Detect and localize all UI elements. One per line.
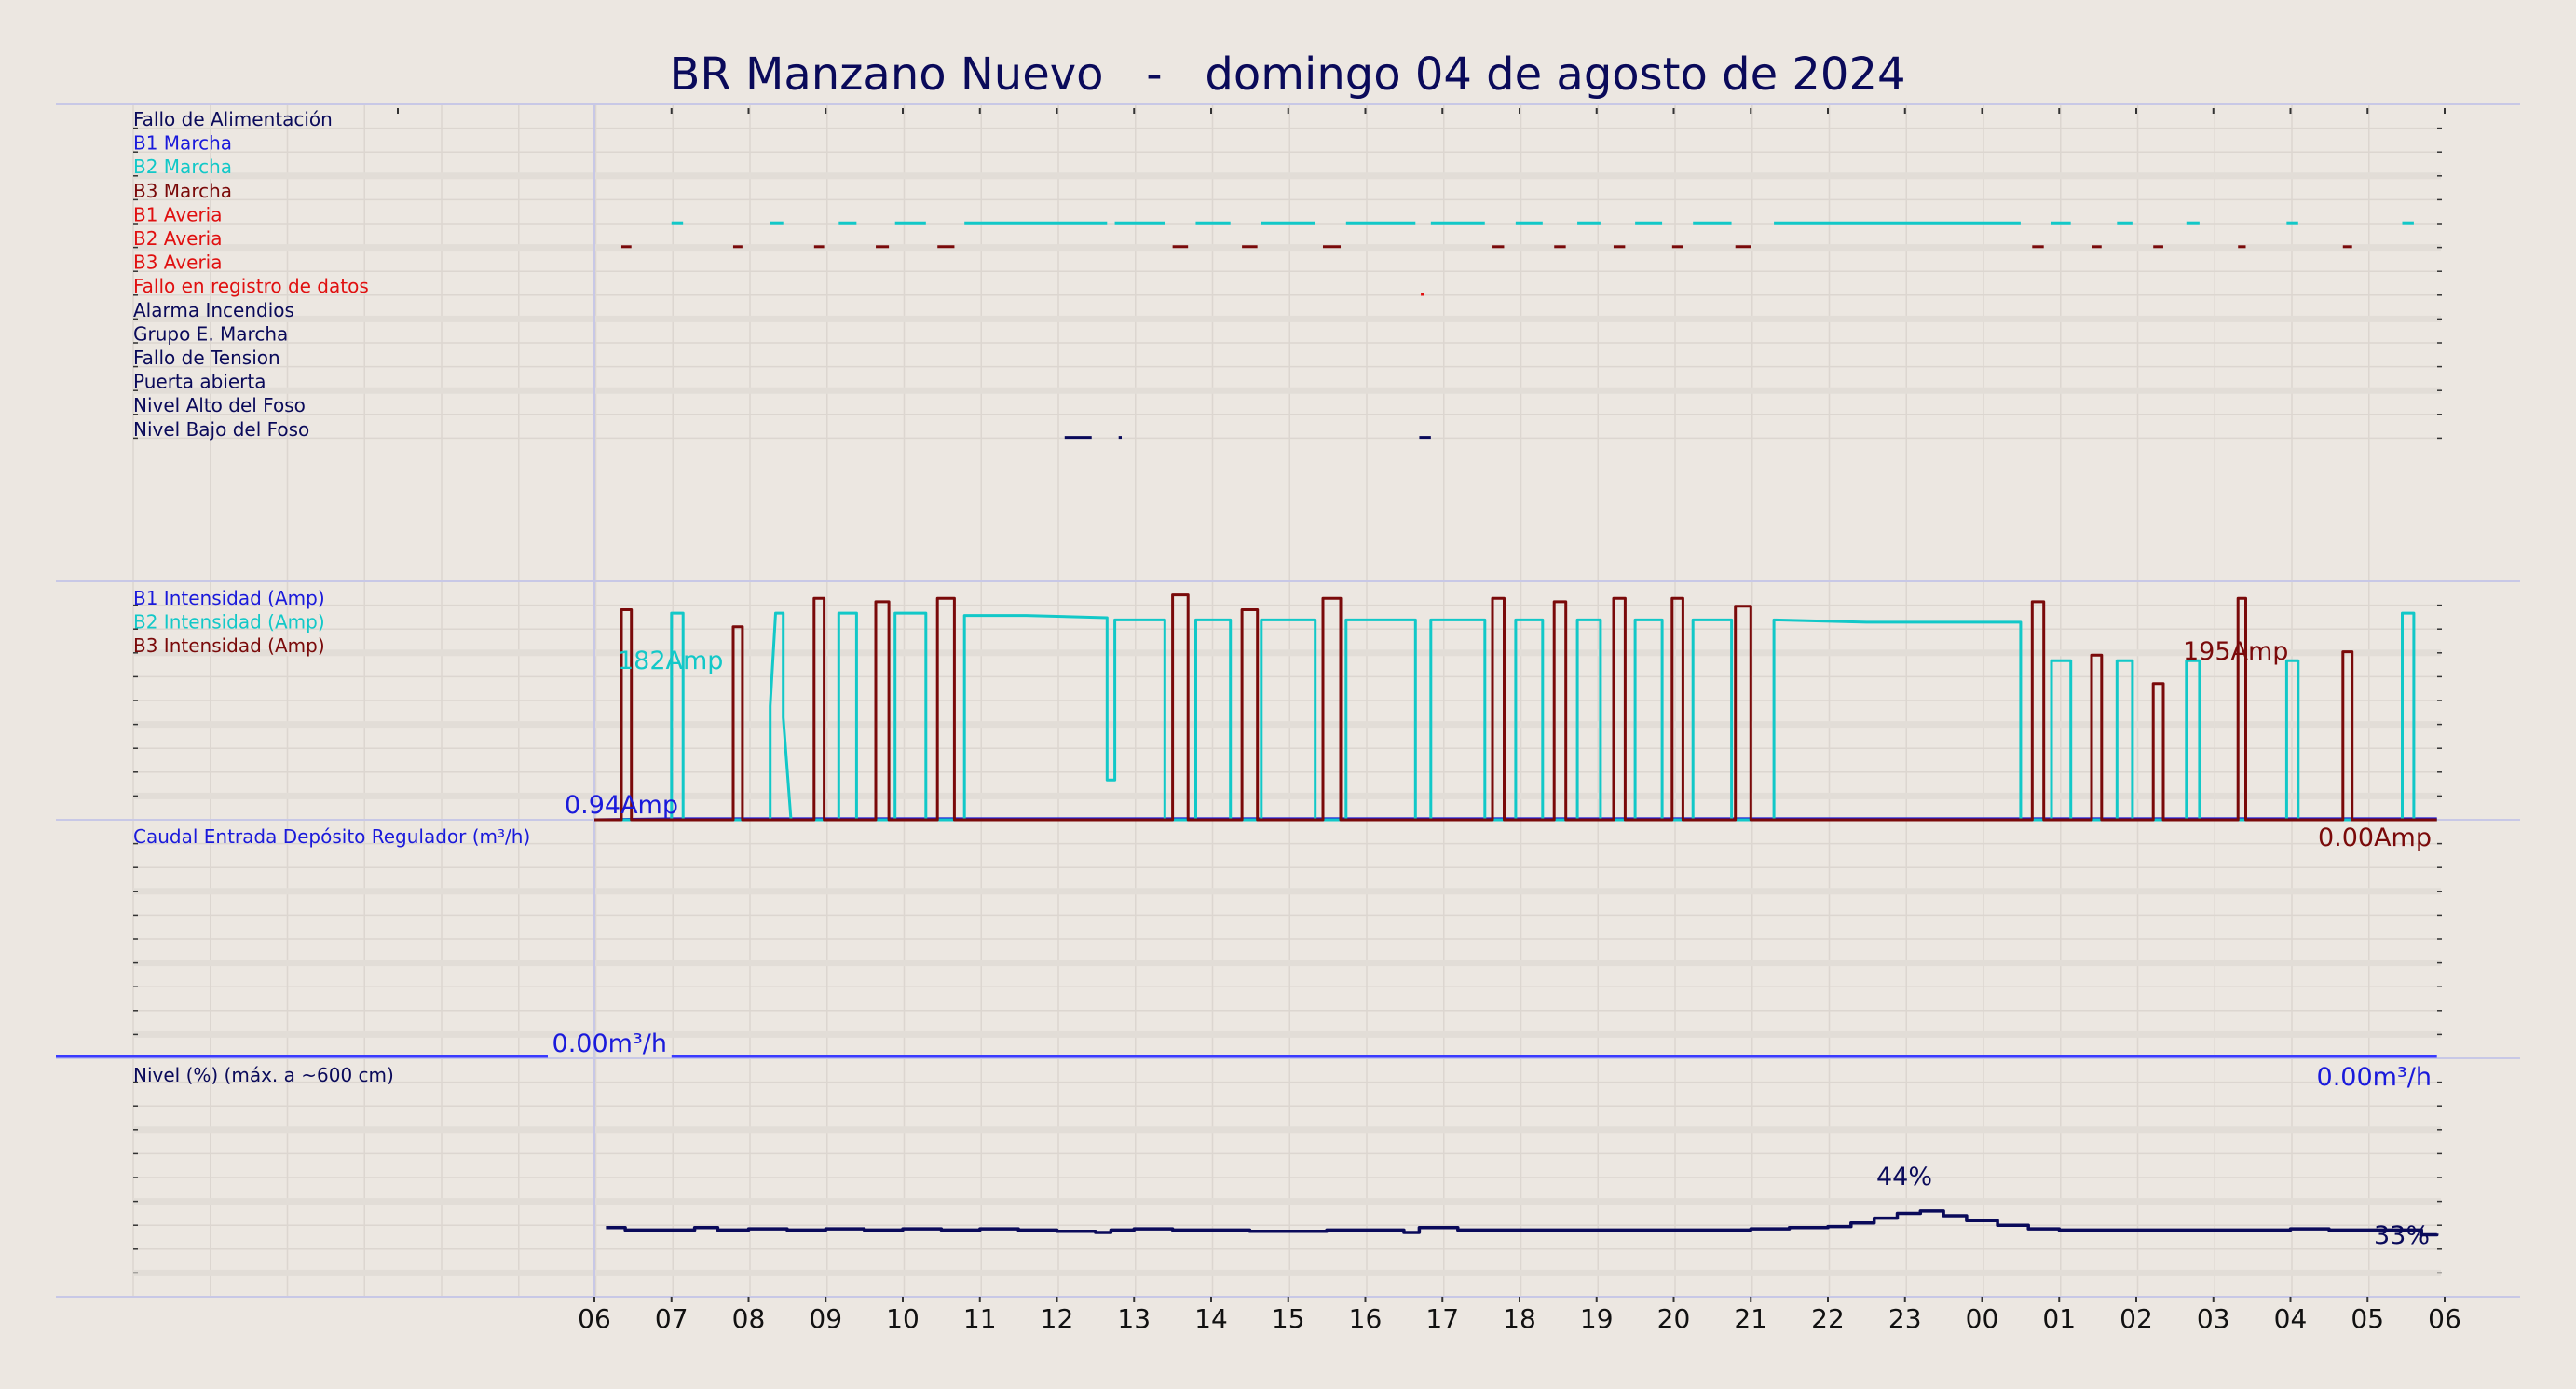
x-axis: 06 07 08 09 10 11 12 13 14 15 16 17 18 19 20 21 22 23 00 01…: [578, 1297, 2461, 1334]
x-tick-label: 22: [1811, 1303, 1845, 1334]
status-label: B1 Averia: [133, 203, 223, 225]
status-label: B3 Marcha: [133, 180, 232, 202]
series-line-level: [606, 1209, 2439, 1237]
x-tick-label: 07: [655, 1303, 688, 1334]
data-label: 0.94Amp: [565, 791, 678, 820]
x-tick-label: 10: [886, 1303, 920, 1334]
x-tick-label: 11: [963, 1303, 997, 1334]
status-label: B3 Averia: [133, 252, 223, 274]
x-tick-label: 21: [1734, 1303, 1767, 1334]
data-label: 0.00m³/h: [2317, 1063, 2432, 1092]
x-tick-label: 14: [1194, 1303, 1228, 1334]
status-label: Nivel Bajo del Foso: [133, 418, 309, 441]
data-label: 195Amp: [2183, 637, 2288, 666]
x-tick-label: 16: [1349, 1303, 1383, 1334]
status-label: B2 Averia: [133, 227, 223, 250]
x-tick-label: 02: [2119, 1303, 2153, 1334]
level-panel: Nivel (%) (máx. a ~600 cm) 44% 33%: [133, 1064, 2439, 1250]
status-label: B1 Marcha: [133, 132, 232, 155]
status-label: Fallo de Tension: [133, 347, 280, 369]
x-tick-label: 18: [1503, 1303, 1536, 1334]
data-label: 0.00m³/h: [552, 1029, 667, 1058]
current-series-label: B3 Intensidad (Amp): [133, 634, 325, 657]
data-label: 182Amp: [618, 647, 723, 675]
data-label: 0.00Amp: [2318, 824, 2432, 852]
flow-series-label: Caudal Entrada Depósito Regulador (m³/h): [133, 825, 530, 848]
current-series-label: B1 Intensidad (Amp): [133, 587, 325, 609]
x-tick-label: 00: [1966, 1303, 1999, 1334]
x-tick-label: 06: [578, 1303, 611, 1334]
x-tick-label: 08: [732, 1303, 766, 1334]
series-line-b3-current: [594, 593, 2437, 822]
x-tick-label: 20: [1657, 1303, 1691, 1334]
x-tick-label: 01: [2042, 1303, 2076, 1334]
x-tick-label: 23: [1888, 1303, 1922, 1334]
flow-panel: Caudal Entrada Depósito Regulador (m³/h)…: [56, 825, 2437, 1092]
status-label: Fallo de Alimentación: [133, 108, 333, 130]
status-label: Grupo E. Marcha: [133, 322, 288, 345]
x-tick-label: 19: [1580, 1303, 1614, 1334]
x-tick-label: 17: [1425, 1303, 1459, 1334]
x-tick-label: 12: [1041, 1303, 1074, 1334]
status-label: Alarma Incendios: [133, 299, 294, 321]
status-label: Puerta abierta: [133, 371, 266, 393]
x-tick-label: 13: [1117, 1303, 1151, 1334]
x-tick-label: 05: [2351, 1303, 2384, 1334]
data-label: 33%: [2374, 1221, 2430, 1250]
data-label: 44%: [1876, 1163, 1932, 1192]
status-label: Nivel Alto del Foso: [133, 394, 306, 416]
grid: [132, 104, 2442, 1297]
x-tick-label: 15: [1272, 1303, 1305, 1334]
x-tick-label: 06: [2428, 1303, 2461, 1334]
level-series-label: Nivel (%) (máx. a ~600 cm): [133, 1064, 394, 1086]
status-label: Fallo en registro de datos: [133, 275, 369, 297]
chart-title: BR Manzano Nuevo - domingo 04 de agosto …: [669, 48, 1905, 101]
x-tick-label: 04: [2274, 1303, 2308, 1334]
x-tick-label: 09: [809, 1303, 842, 1334]
x-tick-label: 03: [2197, 1303, 2230, 1334]
current-panel: B1 Intensidad (Amp)B2 Intensidad (Amp)B3…: [133, 587, 2437, 852]
current-series-label: B2 Intensidad (Amp): [133, 611, 325, 633]
status-label: B2 Marcha: [133, 156, 232, 178]
